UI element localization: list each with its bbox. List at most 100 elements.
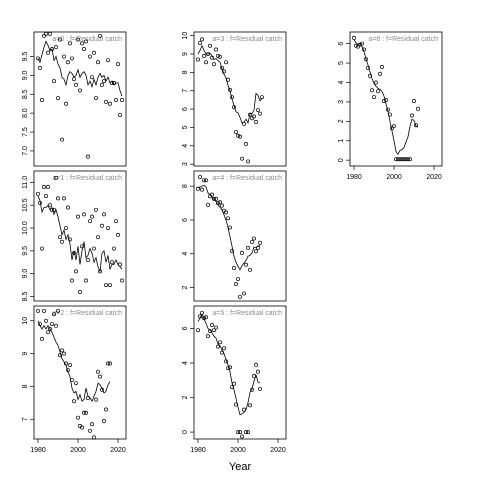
- y-tick-label: 8: [182, 70, 189, 74]
- data-point: [400, 157, 404, 162]
- data-point: [116, 62, 120, 67]
- x-tick-label: 1980: [190, 447, 206, 454]
- series-line: [197, 313, 261, 416]
- data-point: [82, 47, 86, 51]
- data-point: [204, 315, 208, 320]
- data-point: [246, 159, 250, 164]
- data-point: [70, 278, 74, 283]
- y-tick-label: 2: [182, 395, 189, 399]
- data-point: [106, 226, 110, 230]
- data-point: [376, 89, 380, 94]
- data-point: [250, 239, 254, 244]
- data-point: [92, 50, 96, 55]
- data-point: [236, 277, 240, 282]
- data-point: [102, 418, 106, 423]
- data-point: [40, 246, 44, 251]
- data-point: [50, 47, 54, 51]
- data-point: [212, 62, 216, 67]
- data-point: [248, 267, 252, 272]
- data-point: [218, 54, 222, 59]
- data-point: [248, 112, 252, 117]
- data-point: [92, 435, 96, 440]
- y-tick-label: 3: [338, 100, 345, 104]
- data-point: [216, 53, 220, 58]
- data-point: [220, 203, 224, 208]
- data-point: [220, 350, 224, 355]
- data-point: [252, 236, 256, 241]
- data-point: [46, 50, 50, 55]
- data-point: [386, 107, 390, 112]
- data-point: [70, 56, 74, 61]
- data-point: [104, 283, 108, 287]
- series-line: [37, 40, 123, 97]
- y-tick-label: 9.5: [22, 246, 29, 256]
- data-point: [94, 96, 98, 101]
- data-point: [354, 43, 358, 48]
- data-point: [252, 374, 256, 378]
- series-line: [353, 39, 419, 156]
- data-point: [90, 422, 94, 427]
- y-tick-label: 2: [182, 285, 189, 289]
- data-point: [88, 219, 92, 224]
- data-point: [200, 310, 204, 315]
- data-point: [408, 157, 412, 162]
- y-tick-label: 6: [182, 326, 189, 330]
- y-tick-label: 5: [182, 125, 189, 129]
- data-point: [68, 363, 72, 368]
- panel-3: a=3 : f=Residual catch 3 4 5 6 7 8 9 10: [182, 31, 287, 167]
- data-point: [260, 95, 264, 100]
- data-point: [42, 185, 46, 189]
- data-point: [226, 216, 230, 221]
- data-point: [258, 111, 262, 116]
- y-tick-label: 4: [182, 361, 189, 365]
- figure-xlabel: Year: [229, 461, 252, 473]
- y-tick-label: 0: [338, 158, 345, 162]
- data-point: [100, 387, 104, 392]
- data-point: [258, 386, 262, 391]
- data-point: [44, 318, 48, 323]
- y-tick-label: 7: [182, 89, 189, 93]
- panel-frame: [193, 305, 287, 440]
- data-point: [36, 308, 40, 313]
- data-point: [364, 57, 368, 62]
- data-point: [230, 95, 234, 100]
- data-point: [64, 226, 68, 230]
- data-point: [62, 351, 66, 356]
- data-point: [226, 77, 230, 82]
- data-point: [396, 157, 400, 162]
- data-point: [256, 245, 260, 250]
- data-point: [222, 69, 226, 74]
- data-point: [48, 203, 52, 208]
- data-point: [352, 35, 356, 40]
- data-point: [214, 47, 218, 52]
- data-point: [52, 207, 56, 212]
- data-point: [60, 348, 64, 353]
- data-point: [76, 415, 80, 420]
- data-point: [118, 113, 122, 117]
- data-point: [410, 113, 414, 118]
- data-point: [108, 283, 112, 287]
- data-point: [86, 257, 90, 262]
- data-point: [366, 65, 370, 70]
- data-point: [82, 212, 86, 217]
- data-point: [234, 402, 238, 407]
- data-point: [74, 82, 78, 87]
- data-point: [368, 73, 372, 78]
- data-point: [238, 134, 242, 139]
- data-point: [218, 340, 222, 345]
- y-tick-label: 7.5: [22, 127, 29, 137]
- data-point: [42, 308, 46, 313]
- data-point: [46, 185, 50, 189]
- data-point: [68, 237, 72, 242]
- data-point: [48, 327, 52, 331]
- data-point: [232, 266, 236, 271]
- y-tick-label: 0: [182, 430, 189, 434]
- data-point: [208, 329, 212, 333]
- data-point: [358, 42, 362, 47]
- data-point: [238, 430, 242, 435]
- data-point: [70, 377, 74, 382]
- y-tick-label: 5: [338, 61, 345, 65]
- x-tick-label: 2000: [70, 447, 86, 454]
- data-point: [236, 133, 240, 138]
- data-point: [114, 97, 118, 102]
